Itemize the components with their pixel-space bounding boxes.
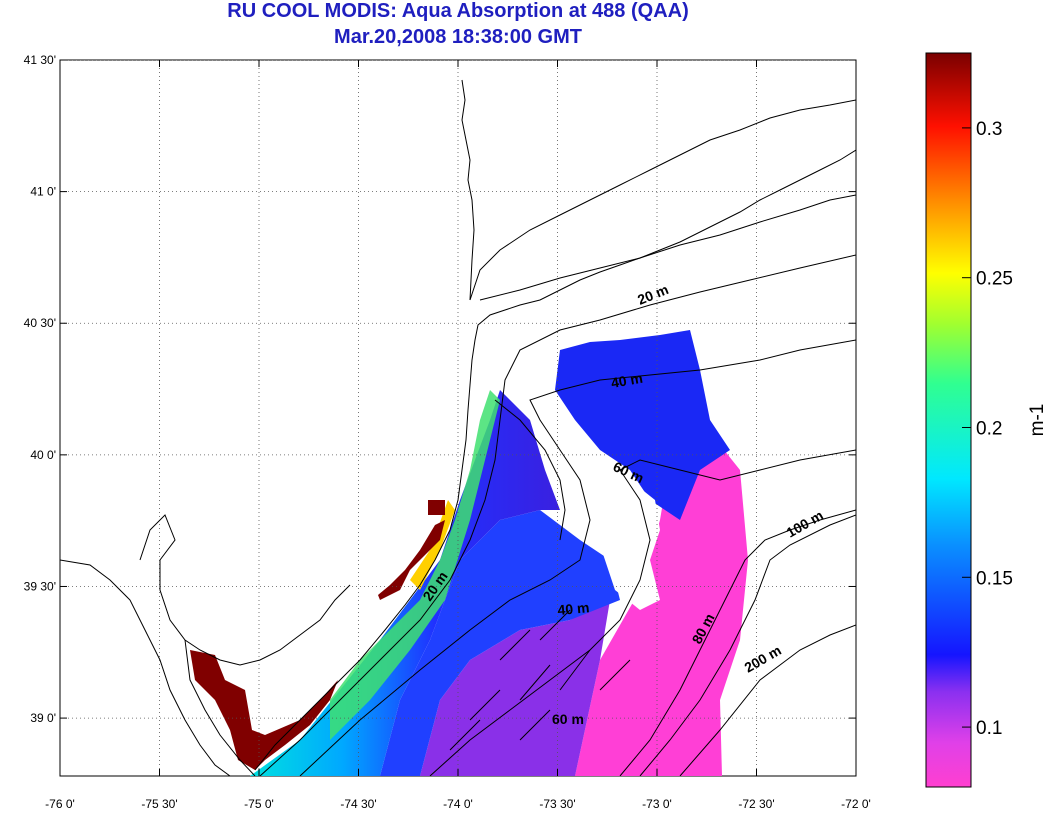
isobath-20m — [259, 254, 856, 776]
lon-tick-label: -74 0' — [443, 797, 473, 811]
lon-tick-label: -74 30' — [340, 797, 376, 811]
isobath-80m — [619, 509, 856, 776]
lat-tick-label: 39 0' — [30, 711, 56, 725]
contour-label-40m-north: 40 m — [610, 370, 644, 391]
colorbar-tick-label: 0.3 — [976, 119, 1002, 140]
hudson-river — [461, 79, 475, 301]
lat-tick-label: 41 0' — [30, 185, 56, 199]
delaware-bay-high-absorption — [190, 650, 338, 770]
isobath-200m — [679, 624, 856, 776]
central-blue-region — [380, 510, 620, 776]
coastal-high-absorption — [378, 520, 445, 600]
colorbar-gradient — [925, 52, 972, 788]
map-subtitle: Mar.20,2008 18:38:00 GMT — [334, 26, 582, 48]
colorbar-unit-label: m-1 — [1027, 404, 1047, 437]
northern-blue-patch — [555, 330, 730, 520]
offshore-magenta-region — [575, 420, 748, 776]
new-jersey-coastline — [254, 149, 856, 771]
colorbar-tick-label: 0.2 — [976, 418, 1002, 439]
lon-tick-label: -75 0' — [244, 797, 274, 811]
lat-tick-label: 40 0' — [30, 448, 56, 462]
lon-tick-label: -76 0' — [45, 797, 75, 811]
lon-tick-label: -72 0' — [841, 797, 871, 811]
colorbar-tick-label: 0.25 — [976, 269, 1013, 290]
lat-tick-label: 41 30' — [24, 53, 56, 67]
long-island-south-shore — [479, 194, 856, 301]
colorbar-tick-label: 0.1 — [976, 718, 1002, 739]
coastline-layer — [60, 79, 856, 776]
lon-tick-label: -73 0' — [642, 797, 672, 811]
isobath-60m — [429, 449, 856, 776]
contour-label-60m-south: 60 m — [552, 711, 584, 727]
delmarva-shore — [60, 559, 231, 776]
coastal-green-strip — [330, 390, 500, 740]
lon-tick-label: -73 30' — [539, 797, 575, 811]
inlet-high-absorption — [428, 500, 445, 515]
map-title: RU COOL MODIS: Aqua Absorption at 488 (Q… — [227, 0, 689, 22]
delaware-bay-shore — [139, 514, 351, 666]
nearshore-plume — [250, 390, 560, 776]
long-island-north-shore — [469, 99, 856, 301]
shelf-ridges — [449, 609, 631, 751]
lon-tick-label: -72 30' — [738, 797, 774, 811]
lat-tick-label: 40 30' — [24, 316, 56, 330]
lat-tick-label: 39 30' — [24, 579, 56, 593]
colorbar-tick-label: 0.15 — [976, 568, 1013, 589]
cape-may-shore — [184, 639, 256, 776]
map-axes: -76 0' -75 30' -75 0' -74 30' -74 0' -73 30' -… — [24, 53, 871, 811]
lon-tick-label: -75 30' — [141, 797, 177, 811]
colorbar: 0.3 0.25 0.2 0.15 0.1 m-1 — [925, 52, 1047, 788]
graticule — [60, 60, 856, 776]
colorbar-ticks: 0.3 0.25 0.2 0.15 0.1 — [962, 119, 1013, 739]
no-data-gap — [580, 470, 660, 610]
shelf-channel — [494, 399, 566, 541]
isobath-100m — [639, 514, 856, 776]
contour-label-40m-south: 40 m — [557, 599, 590, 618]
isobath-40m — [299, 339, 856, 776]
